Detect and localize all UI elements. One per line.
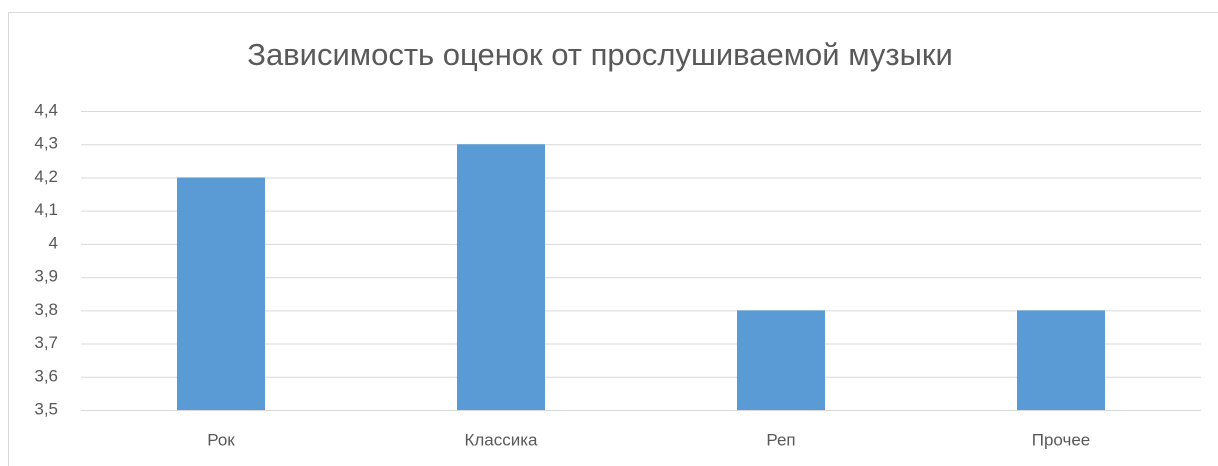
bar xyxy=(737,310,825,410)
y-tick-label: 4,2 xyxy=(34,167,58,186)
y-tick-label: 3,8 xyxy=(34,300,58,319)
y-tick-label: 3,9 xyxy=(34,267,58,286)
bar xyxy=(457,144,545,410)
y-tick-label: 3,7 xyxy=(34,333,58,352)
x-tick-label: Классика xyxy=(464,430,538,449)
y-tick-label: 3,5 xyxy=(34,399,58,418)
bar xyxy=(1017,310,1105,410)
y-tick-label: 4,3 xyxy=(34,134,58,153)
x-tick-label: Рок xyxy=(207,430,235,449)
y-tick-label: 3,6 xyxy=(34,366,58,385)
y-tick-label: 4 xyxy=(49,233,58,252)
bar xyxy=(177,177,265,410)
chart-title: Зависимость оценок от прослушиваемой муз… xyxy=(247,37,953,72)
y-tick-label: 4,1 xyxy=(34,200,58,219)
x-tick-label: Прочее xyxy=(1032,430,1091,449)
x-tick-label: Реп xyxy=(766,430,795,449)
y-tick-label: 4,4 xyxy=(34,100,58,119)
